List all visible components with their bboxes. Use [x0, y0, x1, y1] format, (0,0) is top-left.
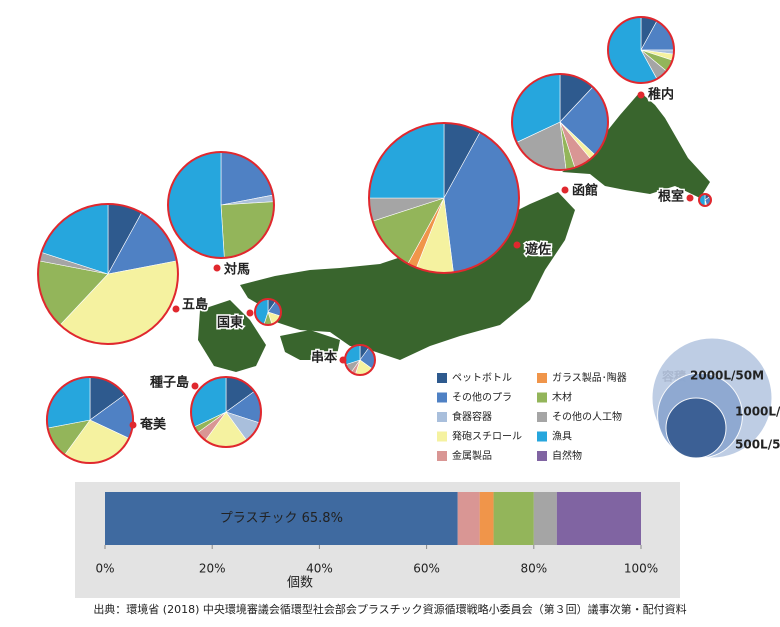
x-axis-label: 個数	[287, 576, 313, 591]
site-dot	[213, 264, 221, 272]
site-label: 稚内	[648, 87, 674, 103]
pie-outline	[511, 73, 609, 171]
site-label: 五島	[182, 297, 208, 313]
kyushu	[198, 300, 266, 372]
size-legend-circle	[665, 397, 727, 459]
legend-label: 発砲スチロール	[452, 430, 522, 443]
bar-value-label: プラスチック 65.8%	[220, 511, 343, 526]
site-pie	[368, 122, 520, 274]
site-pie	[167, 151, 275, 259]
shikoku	[280, 330, 340, 360]
hokkaido	[562, 92, 710, 198]
site-dot	[172, 305, 180, 313]
pie-outline	[190, 376, 262, 448]
site-dot	[561, 186, 569, 194]
x-tick-label: 60%	[413, 562, 440, 576]
pie-outline	[368, 122, 520, 274]
site-dot	[129, 421, 137, 429]
bar-segment	[457, 492, 480, 545]
legend-label: その他のプラ	[452, 391, 512, 404]
site-dot	[191, 382, 199, 390]
site-dot	[339, 356, 347, 364]
legend-swatch	[537, 412, 547, 422]
site-label: 函館	[572, 183, 598, 199]
pie-outline	[607, 16, 675, 84]
bar-segment	[533, 492, 557, 545]
site-dot	[513, 241, 521, 249]
pie-outline	[45, 375, 135, 465]
legend-swatch	[537, 373, 547, 383]
size-legend-label: 500L/50M	[735, 438, 780, 452]
legend-label: 木材	[552, 391, 572, 404]
site-dot	[246, 309, 254, 317]
site-label: 種子島	[150, 375, 189, 391]
bar-segment	[493, 492, 534, 545]
site-pie	[45, 375, 135, 465]
pie-slice	[220, 201, 275, 259]
pie-slice	[368, 122, 445, 199]
pie-slice	[167, 151, 225, 259]
site-pie	[607, 16, 675, 84]
site-label: 根室	[658, 189, 684, 205]
size-legend-label: 2000L/50M	[690, 369, 764, 383]
site-pie	[190, 376, 262, 448]
legend-label: 自然物	[552, 449, 582, 462]
pie-outline	[698, 193, 712, 207]
x-tick-label: 20%	[199, 562, 226, 576]
site-pie	[511, 73, 609, 171]
x-tick-label: 0%	[95, 562, 114, 576]
legend-label: 金属製品	[452, 449, 492, 462]
legend-label: ペットボトル	[452, 372, 512, 384]
site-label: 遊佐	[525, 242, 551, 258]
pie-outline	[253, 297, 283, 327]
legend-swatch	[437, 412, 447, 422]
site-label: 対馬	[223, 262, 250, 278]
legend-swatch	[437, 392, 447, 403]
legend-swatch	[437, 451, 447, 461]
legend-label: 食器容器	[452, 410, 492, 423]
x-tick-label: 40%	[306, 562, 333, 576]
site-pie	[698, 193, 712, 207]
legend-swatch	[537, 451, 547, 461]
pie-slice	[46, 376, 91, 429]
legend-swatch	[437, 431, 447, 442]
site-pie	[344, 344, 376, 376]
legend-swatch	[537, 431, 547, 442]
site-pie	[37, 203, 179, 345]
site-dot	[637, 91, 645, 99]
size-legend-label: 1000L/50M	[735, 405, 780, 419]
pie-outline	[37, 203, 179, 345]
legend-swatch	[537, 392, 547, 403]
legend-swatch	[437, 373, 447, 383]
site-dot	[686, 194, 694, 202]
site-pie	[253, 297, 283, 327]
pie-outline	[167, 151, 275, 259]
legend-label: その他の人工物	[552, 410, 622, 423]
x-tick-label: 80%	[520, 562, 547, 576]
legend-label: ガラス製品･陶器	[552, 371, 627, 384]
bar-segment	[105, 492, 458, 545]
bar-segment	[556, 492, 641, 545]
site-label: 奄美	[139, 417, 167, 433]
legend-label: 漁具	[552, 430, 572, 443]
bar-segment	[479, 492, 494, 545]
source: 出典：環境省 (2018) 中央環境審議会循環型社会部会プラスチック資源循環戦略…	[93, 602, 686, 616]
x-tick-label: 100%	[624, 562, 658, 576]
site-label: 串本	[311, 350, 337, 366]
site-label: 国東	[217, 315, 243, 331]
